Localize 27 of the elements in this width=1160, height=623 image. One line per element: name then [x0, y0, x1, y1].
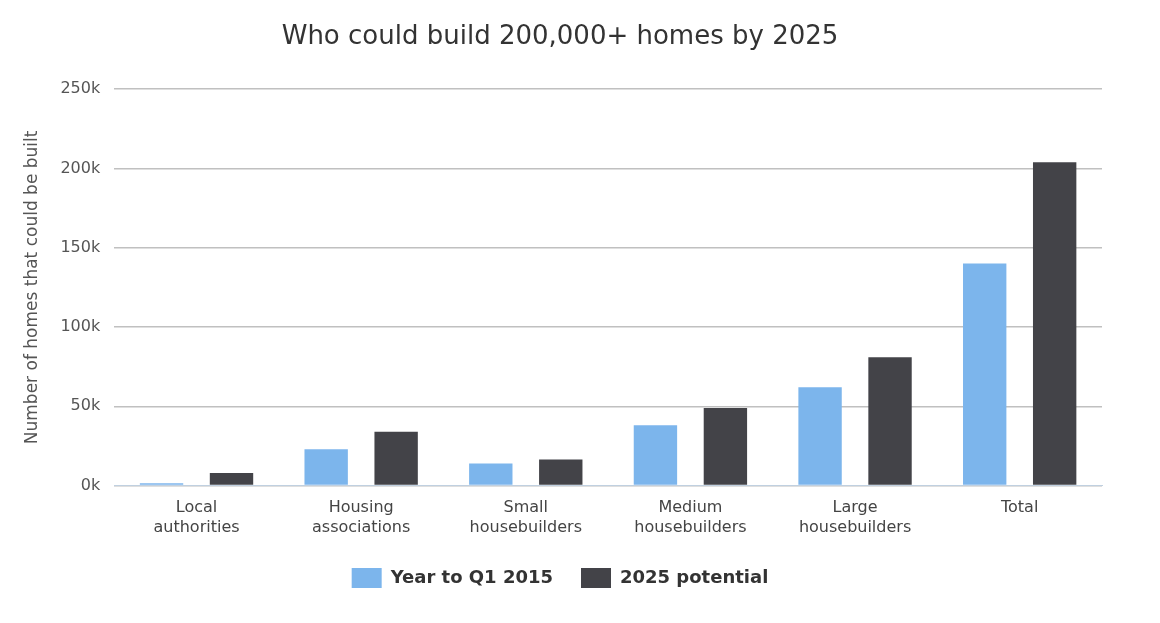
y-tick-label: 100k — [60, 316, 101, 336]
bar — [374, 431, 418, 485]
y-tick-label: 250k — [60, 78, 101, 98]
bar — [868, 357, 912, 485]
bar — [798, 387, 842, 485]
legend-label: 2025 potential — [619, 565, 769, 587]
x-tick-label: Large housebuilders — [798, 497, 912, 536]
bar — [633, 425, 678, 485]
bar — [469, 463, 513, 485]
x-tick-label: Small housebuilders — [469, 497, 582, 536]
x-tick-label: Medium housebuilders — [634, 497, 747, 536]
bar — [304, 449, 348, 485]
y-tick-label: 0k — [80, 474, 101, 494]
y-axis-title: Number of homes that could be built — [20, 130, 41, 445]
x-tick-label: Total — [1000, 497, 1039, 517]
bar — [539, 459, 583, 485]
bar — [703, 407, 748, 485]
bar — [963, 263, 1007, 485]
y-tick-label: 200k — [60, 157, 101, 177]
y-tick-label: 50k — [70, 395, 101, 415]
bar — [209, 472, 254, 485]
bar — [1032, 162, 1077, 485]
x-tick-label: Local authorities — [153, 497, 240, 536]
x-tick-label: Housing associations — [312, 497, 411, 536]
chart-title: Who could build 200,000+ homes by 2025 — [281, 20, 839, 51]
legend-label: Year to Q1 2015 — [389, 565, 553, 587]
y-tick-label: 150k — [60, 236, 101, 256]
